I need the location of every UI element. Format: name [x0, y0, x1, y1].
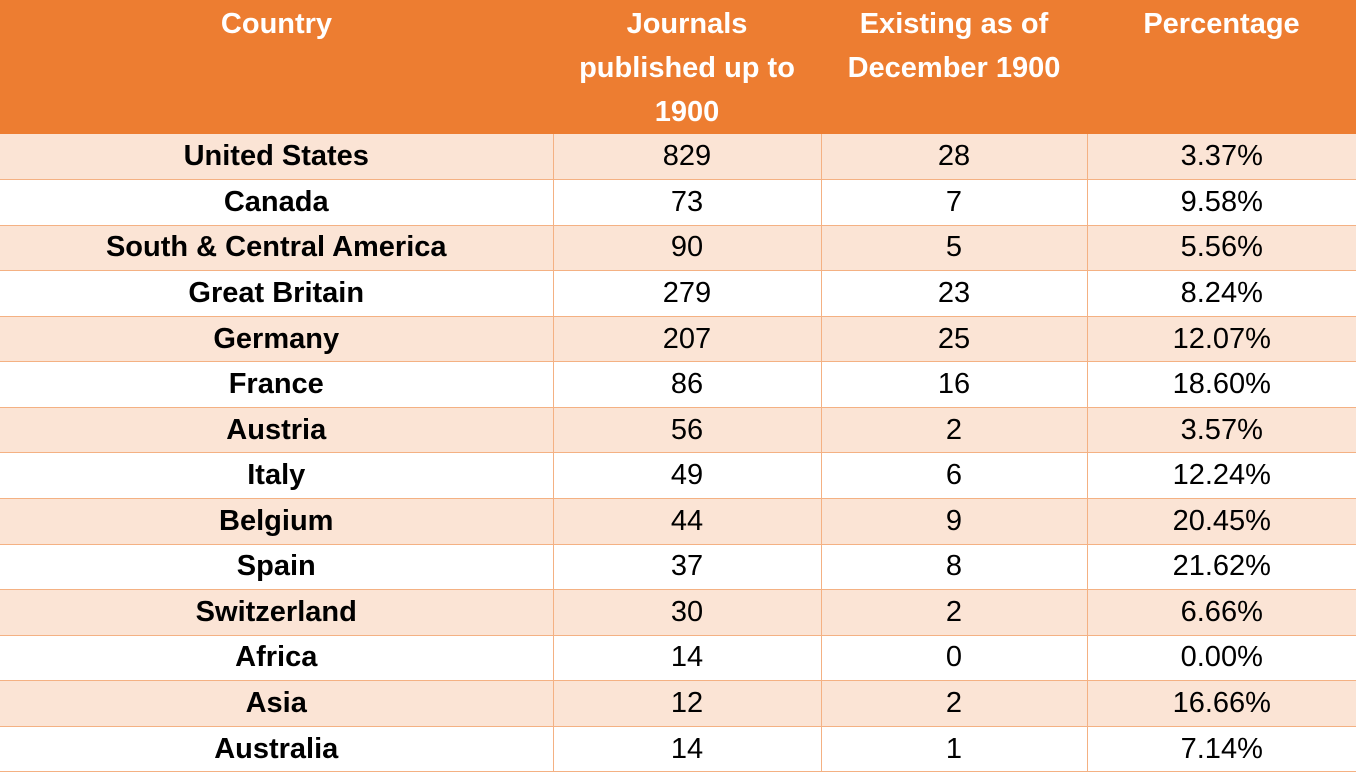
existing-cell: 16: [820, 361, 1088, 408]
country-cell: Switzerland: [0, 589, 554, 636]
percentage-cell: 5.56%: [1086, 224, 1356, 272]
existing-cell: 5: [820, 224, 1088, 272]
existing-cell: 1: [820, 725, 1088, 773]
journals-cell: 90: [552, 224, 822, 272]
table-row: Spain 37 8 21.62%: [0, 543, 1356, 591]
percentage-cell: 12.24%: [1086, 452, 1356, 499]
country-cell: France: [0, 361, 554, 408]
journals-cell: 829: [552, 134, 822, 181]
percentage-cell: 9.58%: [1086, 179, 1356, 226]
journals-cell: 12: [552, 680, 822, 727]
country-cell: Canada: [0, 179, 554, 226]
percentage-cell: 16.66%: [1086, 680, 1356, 727]
existing-cell: 25: [820, 315, 1088, 363]
country-cell: Spain: [0, 543, 554, 591]
country-cell: South & Central America: [0, 224, 554, 272]
table-row: Belgium 44 9 20.45%: [0, 498, 1356, 545]
existing-cell: 7: [820, 179, 1088, 226]
percentage-cell: 3.57%: [1086, 406, 1356, 454]
percentage-cell: 21.62%: [1086, 543, 1356, 591]
table-row: France 86 16 18.60%: [0, 361, 1356, 408]
table-row: Italy 49 6 12.24%: [0, 452, 1356, 499]
table-row: South & Central America 90 5 5.56%: [0, 224, 1356, 272]
header-existing: Existing as of December 1900: [821, 0, 1087, 134]
table-row: United States 829 28 3.37%: [0, 134, 1356, 181]
existing-cell: 28: [820, 134, 1088, 181]
existing-cell: 0: [820, 634, 1088, 682]
percentage-cell: 3.37%: [1086, 134, 1356, 181]
percentage-cell: 8.24%: [1086, 270, 1356, 317]
header-percentage: Percentage: [1087, 0, 1356, 134]
table-row: Asia 12 2 16.66%: [0, 680, 1356, 727]
table-row: Australia 14 1 7.14%: [0, 725, 1356, 773]
journals-cell: 14: [552, 634, 822, 682]
table-row: Great Britain 279 23 8.24%: [0, 270, 1356, 317]
country-cell: Italy: [0, 452, 554, 499]
percentage-cell: 6.66%: [1086, 589, 1356, 636]
journals-cell: 14: [552, 725, 822, 773]
journals-cell: 86: [552, 361, 822, 408]
existing-cell: 2: [820, 589, 1088, 636]
existing-cell: 2: [820, 680, 1088, 727]
journals-cell: 279: [552, 270, 822, 317]
journals-cell: 73: [552, 179, 822, 226]
table-row: Germany 207 25 12.07%: [0, 315, 1356, 363]
country-cell: United States: [0, 134, 554, 181]
header-row: Country Journals published up to 1900 Ex…: [0, 0, 1356, 134]
table-body: United States 829 28 3.37% Canada 73 7 9.58% Sou…: [0, 134, 1356, 773]
percentage-cell: 12.07%: [1086, 315, 1356, 363]
percentage-cell: 20.45%: [1086, 498, 1356, 545]
table-row: Africa 14 0 0.00%: [0, 634, 1356, 682]
table-row: Switzerland 30 2 6.66%: [0, 589, 1356, 636]
table-row: Canada 73 7 9.58%: [0, 179, 1356, 226]
percentage-cell: 7.14%: [1086, 725, 1356, 773]
existing-cell: 8: [820, 543, 1088, 591]
table-row: Austria 56 2 3.57%: [0, 406, 1356, 454]
header-journals: Journals published up to 1900: [553, 0, 821, 134]
journals-cell: 37: [552, 543, 822, 591]
journals-cell: 56: [552, 406, 822, 454]
country-cell: Germany: [0, 315, 554, 363]
existing-cell: 6: [820, 452, 1088, 499]
percentage-cell: 18.60%: [1086, 361, 1356, 408]
country-cell: Australia: [0, 725, 554, 773]
existing-cell: 9: [820, 498, 1088, 545]
journals-cell: 30: [552, 589, 822, 636]
country-cell: Africa: [0, 634, 554, 682]
journals-cell: 207: [552, 315, 822, 363]
journals-cell: 44: [552, 498, 822, 545]
percentage-cell: 0.00%: [1086, 634, 1356, 682]
country-cell: Asia: [0, 680, 554, 727]
existing-cell: 23: [820, 270, 1088, 317]
existing-cell: 2: [820, 406, 1088, 454]
country-cell: Belgium: [0, 498, 554, 545]
header-country: Country: [0, 0, 553, 134]
country-cell: Austria: [0, 406, 554, 454]
country-cell: Great Britain: [0, 270, 554, 317]
journals-cell: 49: [552, 452, 822, 499]
